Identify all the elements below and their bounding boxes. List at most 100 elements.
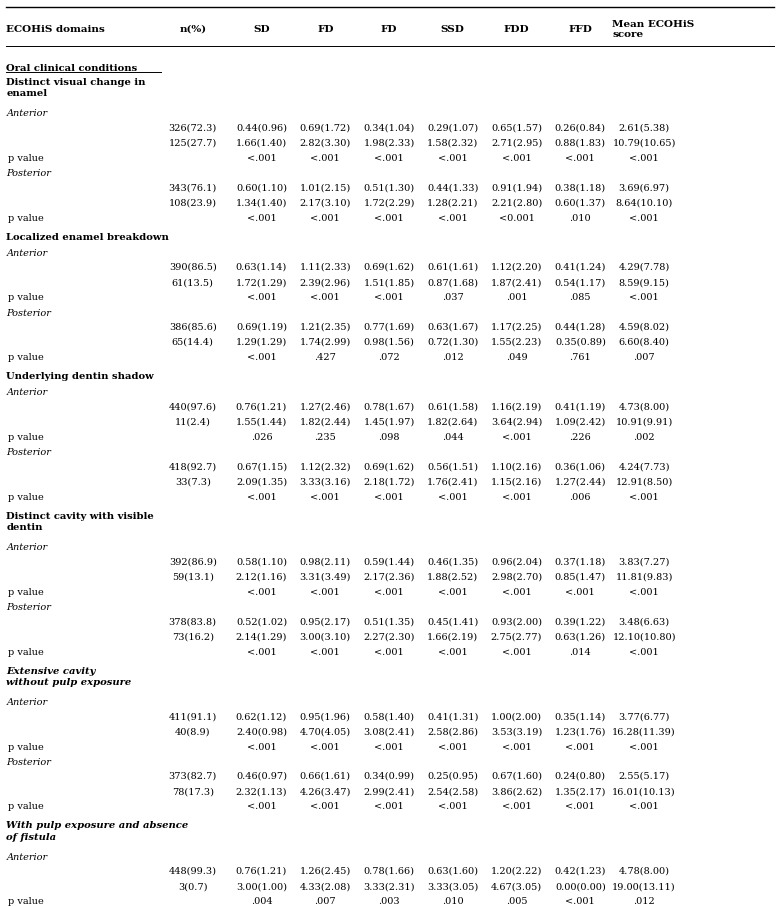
- Text: <.001: <.001: [502, 588, 531, 597]
- Text: 0.58(1.40): 0.58(1.40): [363, 712, 414, 721]
- Text: 1.55(2.23): 1.55(2.23): [491, 338, 542, 347]
- Text: p value: p value: [9, 353, 44, 362]
- Text: .098: .098: [378, 433, 400, 442]
- Text: <.001: <.001: [502, 743, 531, 752]
- Text: <.001: <.001: [246, 648, 276, 657]
- Text: 1.58(2.32): 1.58(2.32): [427, 139, 478, 148]
- Text: Posterior: Posterior: [6, 309, 51, 317]
- Text: 1.00(2.00): 1.00(2.00): [491, 712, 542, 721]
- Text: <.001: <.001: [502, 154, 531, 163]
- Text: 1.12(2.20): 1.12(2.20): [491, 263, 542, 272]
- Text: 0.67(1.15): 0.67(1.15): [236, 462, 287, 471]
- Text: .007: .007: [633, 353, 655, 362]
- Text: 0.63(1.67): 0.63(1.67): [427, 323, 478, 332]
- Text: <.001: <.001: [246, 353, 276, 362]
- Text: 2.09(1.35): 2.09(1.35): [236, 477, 287, 487]
- Text: 0.69(1.72): 0.69(1.72): [300, 123, 351, 132]
- Text: <.001: <.001: [374, 648, 404, 657]
- Text: .044: .044: [442, 433, 463, 442]
- Text: 3.64(2.94): 3.64(2.94): [491, 418, 542, 427]
- Text: .427: .427: [314, 353, 336, 362]
- Text: p value: p value: [9, 433, 44, 442]
- Text: .003: .003: [378, 898, 400, 906]
- Text: Anterior: Anterior: [6, 853, 48, 862]
- Text: 0.60(1.10): 0.60(1.10): [236, 183, 287, 192]
- Text: 65(14.4): 65(14.4): [172, 338, 214, 347]
- Text: 0.46(1.35): 0.46(1.35): [427, 557, 478, 566]
- Text: 73(16.2): 73(16.2): [172, 632, 214, 641]
- Text: 1.26(2.45): 1.26(2.45): [300, 867, 351, 876]
- Text: Posterior: Posterior: [6, 448, 51, 458]
- Text: 3.00(3.10): 3.00(3.10): [300, 632, 351, 641]
- Text: 0.52(1.02): 0.52(1.02): [236, 617, 287, 626]
- Text: 3.77(6.77): 3.77(6.77): [619, 712, 670, 721]
- Text: 0.95(2.17): 0.95(2.17): [300, 617, 351, 626]
- Text: Distinct cavity with visible
dentin: Distinct cavity with visible dentin: [6, 512, 154, 532]
- Text: 33(7.3): 33(7.3): [175, 477, 211, 487]
- Text: 1.11(2.33): 1.11(2.33): [300, 263, 351, 272]
- Text: p value: p value: [9, 648, 44, 657]
- Text: <.001: <.001: [438, 493, 468, 502]
- Text: .049: .049: [505, 353, 527, 362]
- Text: 2.82(3.30): 2.82(3.30): [300, 139, 351, 148]
- Text: With pulp exposure and absence
of fistula: With pulp exposure and absence of fistul…: [6, 822, 189, 842]
- Text: 0.38(1.18): 0.38(1.18): [555, 183, 606, 192]
- Text: 78(17.3): 78(17.3): [172, 787, 214, 796]
- Text: 0.63(1.60): 0.63(1.60): [427, 867, 478, 876]
- Text: <.001: <.001: [246, 493, 276, 502]
- Text: FDD: FDD: [504, 24, 530, 34]
- Text: <.001: <.001: [246, 294, 276, 303]
- Text: 373(82.7): 373(82.7): [168, 772, 217, 781]
- Text: <.001: <.001: [629, 743, 659, 752]
- Text: <.001: <.001: [438, 803, 468, 812]
- Text: 1.15(2.16): 1.15(2.16): [491, 477, 542, 487]
- Text: Anterior: Anterior: [6, 544, 48, 552]
- Text: 1.87(2.41): 1.87(2.41): [491, 278, 542, 287]
- Text: Oral clinical conditions: Oral clinical conditions: [6, 64, 137, 73]
- Text: <.001: <.001: [566, 743, 595, 752]
- Text: 19.00(13.11): 19.00(13.11): [612, 882, 676, 892]
- Text: 125(27.7): 125(27.7): [168, 139, 217, 148]
- Text: 0.67(1.60): 0.67(1.60): [491, 772, 542, 781]
- Text: <.001: <.001: [310, 214, 340, 223]
- Text: 2.99(2.41): 2.99(2.41): [363, 787, 415, 796]
- Text: p value: p value: [9, 743, 44, 752]
- Text: .012: .012: [442, 353, 463, 362]
- Text: 0.63(1.14): 0.63(1.14): [236, 263, 287, 272]
- Text: 1.72(1.29): 1.72(1.29): [236, 278, 287, 287]
- Text: 2.75(2.77): 2.75(2.77): [491, 632, 542, 641]
- Text: <.001: <.001: [310, 648, 340, 657]
- Text: 0.72(1.30): 0.72(1.30): [427, 338, 478, 347]
- Text: 1.27(2.46): 1.27(2.46): [300, 402, 351, 411]
- Text: 392(86.9): 392(86.9): [168, 557, 217, 566]
- Text: 2.40(0.98): 2.40(0.98): [236, 728, 287, 737]
- Text: Localized enamel breakdown: Localized enamel breakdown: [6, 233, 169, 242]
- Text: .085: .085: [569, 294, 591, 303]
- Text: Underlying dentin shadow: Underlying dentin shadow: [6, 372, 154, 381]
- Text: 4.67(3.05): 4.67(3.05): [491, 882, 542, 892]
- Text: <.001: <.001: [629, 214, 659, 223]
- Text: <.001: <.001: [310, 588, 340, 597]
- Text: .010: .010: [442, 898, 463, 906]
- Text: 0.51(1.30): 0.51(1.30): [363, 183, 414, 192]
- Text: <.001: <.001: [310, 294, 340, 303]
- Text: FD: FD: [381, 24, 397, 34]
- Text: 411(91.1): 411(91.1): [168, 712, 217, 721]
- Text: 3.00(1.00): 3.00(1.00): [236, 882, 287, 892]
- Text: 10.79(10.65): 10.79(10.65): [612, 139, 675, 148]
- Text: 0.93(2.00): 0.93(2.00): [491, 617, 542, 626]
- Text: 2.58(2.86): 2.58(2.86): [427, 728, 478, 737]
- Text: 0.24(0.80): 0.24(0.80): [555, 772, 606, 781]
- Text: .005: .005: [505, 898, 527, 906]
- Text: 12.91(8.50): 12.91(8.50): [615, 477, 672, 487]
- Text: Extensive cavity
without pulp exposure: Extensive cavity without pulp exposure: [6, 667, 132, 687]
- Text: 4.70(4.05): 4.70(4.05): [300, 728, 351, 737]
- Text: <.001: <.001: [310, 803, 340, 812]
- Text: 0.39(1.22): 0.39(1.22): [555, 617, 606, 626]
- Text: Posterior: Posterior: [6, 757, 51, 766]
- Text: <.001: <.001: [438, 154, 468, 163]
- Text: .037: .037: [442, 294, 463, 303]
- Text: 2.98(2.70): 2.98(2.70): [491, 573, 542, 582]
- Text: 418(92.7): 418(92.7): [168, 462, 217, 471]
- Text: <.001: <.001: [438, 214, 468, 223]
